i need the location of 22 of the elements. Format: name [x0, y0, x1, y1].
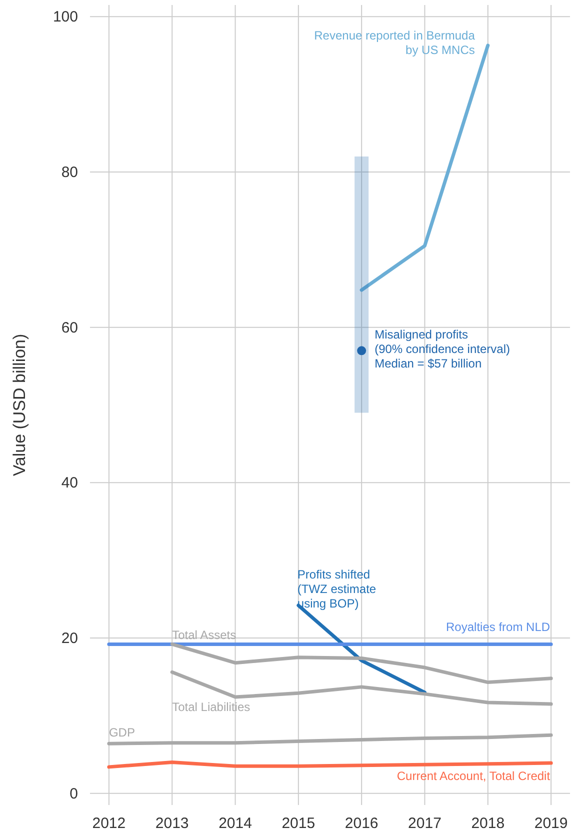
x-tick-label: 2019 [534, 815, 568, 832]
y-tick-label: 20 [61, 630, 78, 648]
x-tick-label: 2017 [408, 815, 442, 832]
series-label: Revenue reported in Bermuda by US MNCs [314, 28, 476, 57]
series-label: Misaligned profits (90% confidence interval) Median = $57 billion [374, 328, 510, 371]
x-tick-label: 2012 [92, 815, 126, 832]
y-tick-label: 0 [70, 785, 78, 802]
y-axis-title: Value (USD billion) [10, 334, 29, 476]
series-label: Current Account, Total Credit [396, 769, 551, 784]
y-tick-label: 60 [61, 319, 78, 336]
x-tick-label: 2014 [218, 815, 252, 832]
series-label: Royalties from NLD [446, 620, 550, 634]
x-tick-label: 2018 [471, 815, 505, 832]
x-tick-label: 2013 [155, 815, 189, 832]
x-tick-label: 2016 [344, 815, 378, 832]
series-label: Total Liabilities [172, 700, 250, 714]
y-tick-label: 40 [61, 474, 78, 492]
series-label: Total Assets [172, 628, 236, 642]
series-label: GDP [108, 726, 135, 740]
x-tick-label: 2015 [282, 815, 316, 832]
y-tick-label: 100 [52, 8, 78, 26]
y-tick-label: 80 [61, 164, 78, 181]
